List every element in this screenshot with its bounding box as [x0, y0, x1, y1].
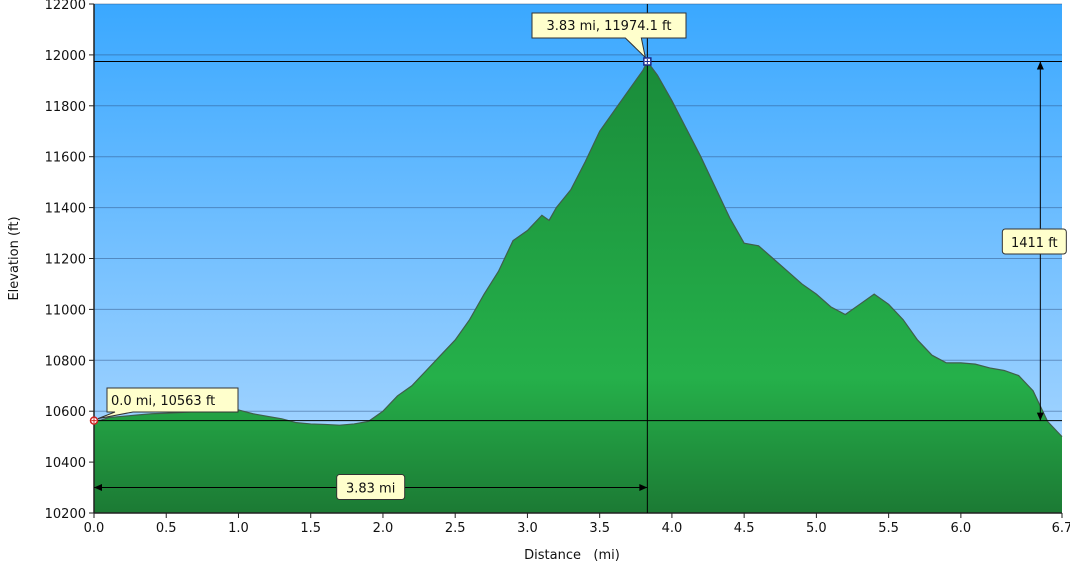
peak-callout: 3.83 mi, 11974.1 ft [531, 12, 687, 59]
distance-arrowhead-left [94, 484, 102, 492]
x-tick-label: 4.0 [662, 521, 683, 536]
y-tick-label: 10600 [45, 405, 86, 420]
y-axis-ticks: 10200 10400 10600 10800 11000 11200 11400 11600… [45, 0, 94, 522]
start-callout-box [97, 387, 239, 420]
peak-callout-box [531, 12, 687, 59]
x-tick-label: 5.5 [878, 521, 899, 536]
x-tick-label: 6.7 [1052, 521, 1070, 536]
gain-callout-box [1001, 228, 1067, 255]
y-tick-label: 11400 [45, 202, 86, 217]
y-tick-label: 10200 [45, 507, 86, 522]
peak-marker [643, 57, 652, 66]
y-tick-label: 11600 [45, 151, 86, 166]
start-label: 0.0 mi, 10563 ft [111, 394, 215, 409]
peak-label: 3.83 mi, 11974.1 ft [547, 19, 672, 34]
y-tick-label: 12000 [45, 49, 86, 64]
y-tick-label: 10800 [45, 354, 86, 369]
elevation-gain-callout: 1411 ft [1001, 228, 1067, 255]
distance-arrowhead-right [639, 484, 648, 492]
y-tick-label: 11000 [45, 303, 86, 318]
y-tick-label: 11800 [45, 100, 86, 115]
y-axis-title: Elevation (ft) [7, 216, 22, 300]
gain-arrowhead-top [1036, 61, 1044, 70]
start-callout: 0.0 mi, 10563 ft [97, 387, 239, 420]
elevation-line [93, 60, 1063, 438]
x-tick-label: 1.5 [300, 521, 321, 536]
x-tick-label: 2.5 [445, 521, 466, 536]
y-tick-label: 10400 [45, 456, 86, 471]
start-marker [89, 416, 99, 425]
x-tick-label: 3.5 [589, 521, 610, 536]
x-tick-label: 4.5 [734, 521, 755, 536]
y-tick-label: 12200 [45, 0, 86, 13]
elevation-gain-label: 1411 ft [1011, 236, 1058, 251]
distance-label: 3.83 mi [346, 482, 395, 497]
x-axis-ticks: 0.0 0.5 1.0 1.5 2.0 2.5 3.0 3.5 4.0 4.5 5.0 5.5 6.0 6… [84, 513, 1070, 536]
distance-callout: 3.83 mi [336, 474, 406, 501]
x-axis-title: Distance (mi) [524, 548, 620, 563]
x-tick-label: 3.0 [517, 521, 538, 536]
gain-arrowhead-bottom [1036, 412, 1044, 421]
x-tick-label: 6.0 [951, 521, 972, 536]
peak-marker-cross [644, 58, 650, 64]
start-marker-cross [91, 418, 97, 424]
x-tick-label: 2.0 [373, 521, 394, 536]
distance-callout-box [336, 474, 406, 501]
y-tick-label: 11200 [45, 253, 86, 268]
annotations: 3.83 mi 1411 ft 3.83 mi, 11974.1 ft 0.0 … [89, 4, 1067, 513]
x-tick-label: 5.0 [806, 521, 827, 536]
x-tick-label: 0.0 [84, 521, 105, 536]
x-tick-label: 0.5 [156, 521, 177, 536]
elevation-area [94, 61, 1062, 513]
x-tick-label: 1.0 [228, 521, 249, 536]
